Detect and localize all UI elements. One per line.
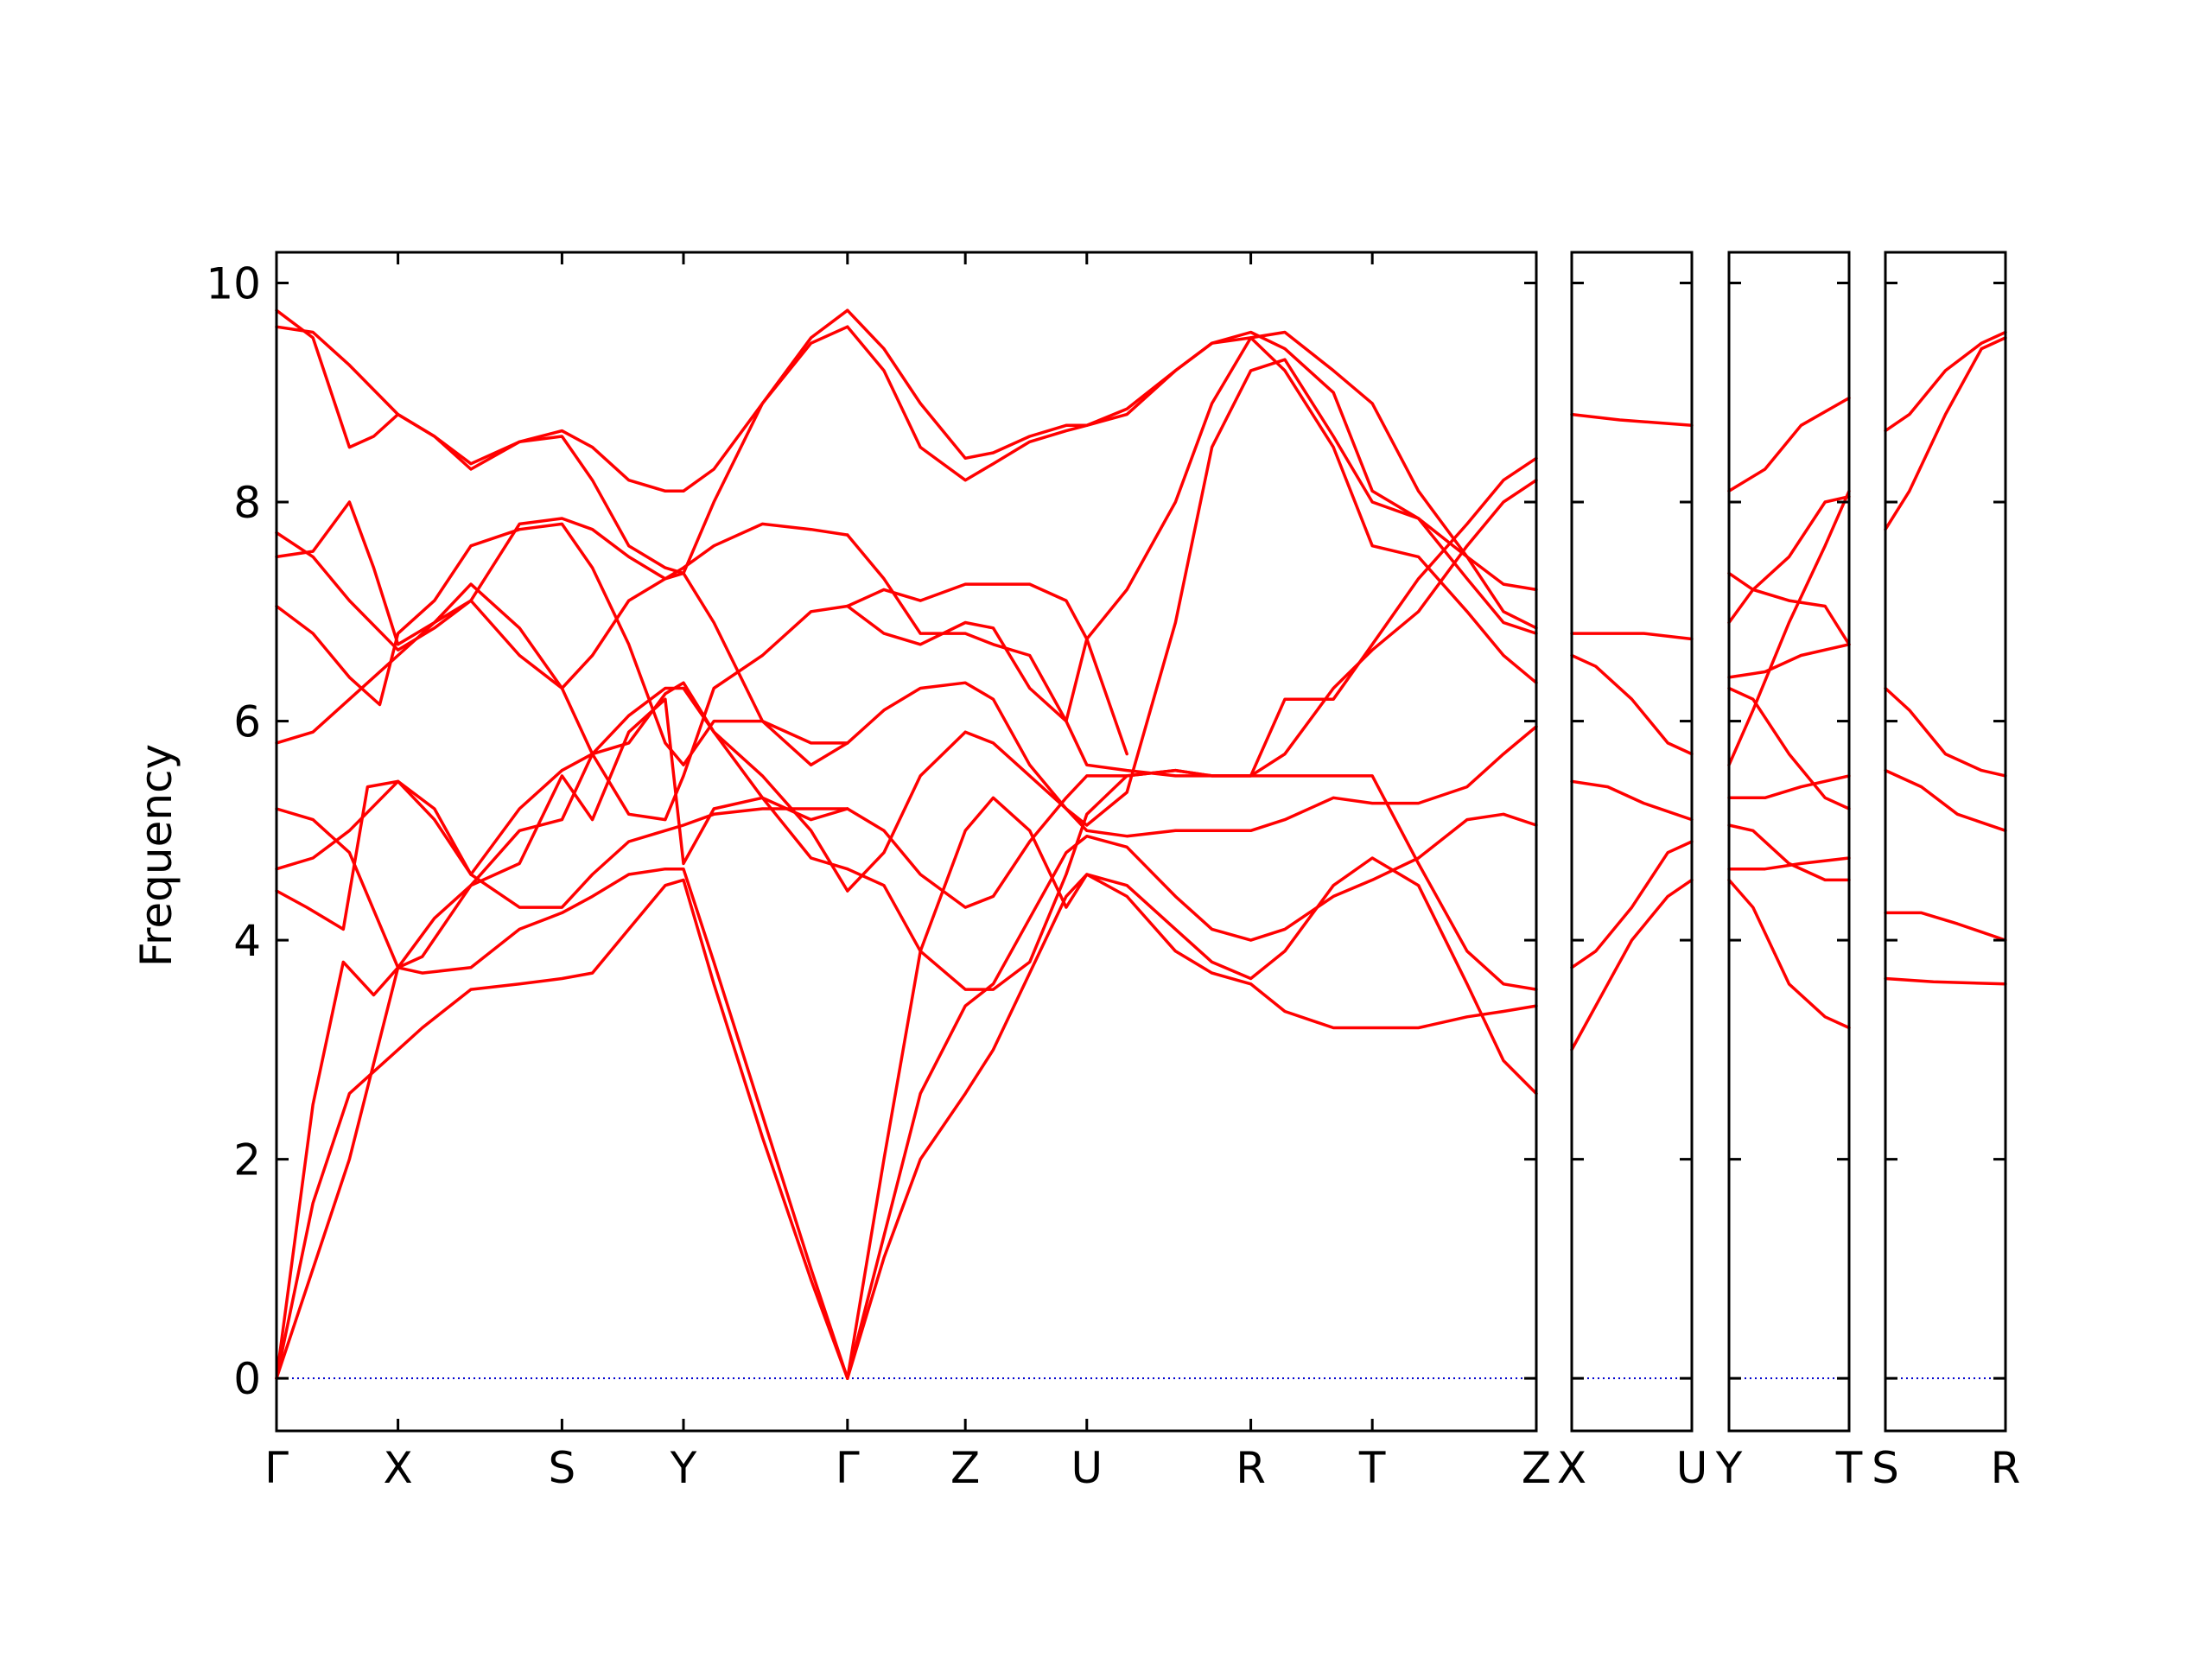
band-line-18: [846, 478, 1538, 909]
panel-frame: [275, 251, 1538, 1433]
band-line-11: [275, 325, 849, 493]
x-tick-label: X: [383, 1443, 412, 1493]
x-tick-label: U: [1676, 1443, 1708, 1493]
x-tick-label: Y: [1715, 1443, 1743, 1493]
band-line-8: [1727, 494, 1851, 625]
x-tick-label: R: [1236, 1443, 1266, 1493]
band-line-17: [846, 768, 1538, 991]
y-tick-label: 6: [233, 697, 261, 747]
y-tick-label: 10: [206, 258, 261, 308]
band-line-14: [846, 812, 1538, 1380]
band-line-23: [846, 308, 1538, 635]
x-tick-label: T: [1835, 1443, 1863, 1493]
panel-frame: [1727, 251, 1851, 1433]
band-line-4: [275, 779, 849, 931]
band-line-1: [1727, 878, 1851, 1030]
band-line-9: [1727, 571, 1851, 646]
band-line-5: [1570, 632, 1694, 641]
band-line-6: [1727, 643, 1851, 679]
band-line-9: [275, 500, 849, 822]
band-line-4: [1727, 774, 1851, 800]
band-line-2: [1727, 856, 1851, 871]
band-line-5: [275, 681, 849, 893]
band-line-6: [1570, 412, 1694, 428]
band-line-12: [275, 308, 849, 575]
y-tick-label: 0: [233, 1354, 261, 1404]
y-tick-label: 4: [233, 916, 261, 966]
band-line-2: [1884, 911, 2007, 942]
x-tick-label: Y: [670, 1443, 697, 1493]
x-tick-label: Z: [950, 1443, 980, 1493]
y-tick-label: 8: [233, 478, 261, 528]
band-line-16: [846, 725, 1538, 893]
band-line-2: [1570, 840, 1694, 969]
band-line-10: [1727, 396, 1851, 493]
x-tick-label: S: [549, 1443, 576, 1493]
band-line-13: [846, 873, 1538, 1380]
band-line-20: [846, 456, 1538, 778]
band-line-7: [275, 571, 849, 767]
band-line-5: [1884, 336, 2007, 531]
band-line-8: [275, 522, 849, 767]
x-tick-label: R: [1991, 1443, 2021, 1493]
band-line-3: [1727, 823, 1851, 882]
band-line-3: [275, 697, 849, 1380]
y-axis-label: Frequency: [131, 744, 181, 967]
band-line-6: [275, 686, 849, 969]
x-tick-label: S: [1872, 1443, 1899, 1493]
band-line-5: [1727, 686, 1851, 810]
band-line-15: [846, 796, 1538, 1380]
band-line-6: [1884, 330, 2007, 433]
x-tick-label: U: [1071, 1443, 1103, 1493]
band-line-1: [275, 878, 849, 1380]
panel-1: 0 2 4 6 8 10 Γ X S Y Γ Z U R T Z: [206, 251, 1551, 1493]
x-tick-label: X: [1557, 1443, 1586, 1493]
y-tick-label: 2: [233, 1135, 261, 1185]
x-tick-label: Γ: [264, 1443, 289, 1493]
band-line-2: [275, 867, 849, 1380]
band-line-4: [1884, 686, 2007, 778]
band-line-4: [1570, 653, 1694, 756]
x-tick-label: T: [1358, 1443, 1386, 1493]
panel-frame: [1570, 251, 1694, 1433]
x-tick-label: Γ: [836, 1443, 860, 1493]
band-line-3: [1570, 779, 1694, 822]
band-line-1: [1884, 976, 2007, 986]
panel-frame: [1884, 251, 2007, 1433]
x-tick-label: Z: [1522, 1443, 1551, 1493]
band-line-24: [846, 582, 1128, 756]
band-line-21: [846, 336, 1538, 723]
band-line-10: [275, 517, 849, 652]
band-line-7: [1727, 489, 1851, 767]
band-line-1: [1570, 878, 1694, 1052]
band-line-3: [1884, 768, 2007, 833]
